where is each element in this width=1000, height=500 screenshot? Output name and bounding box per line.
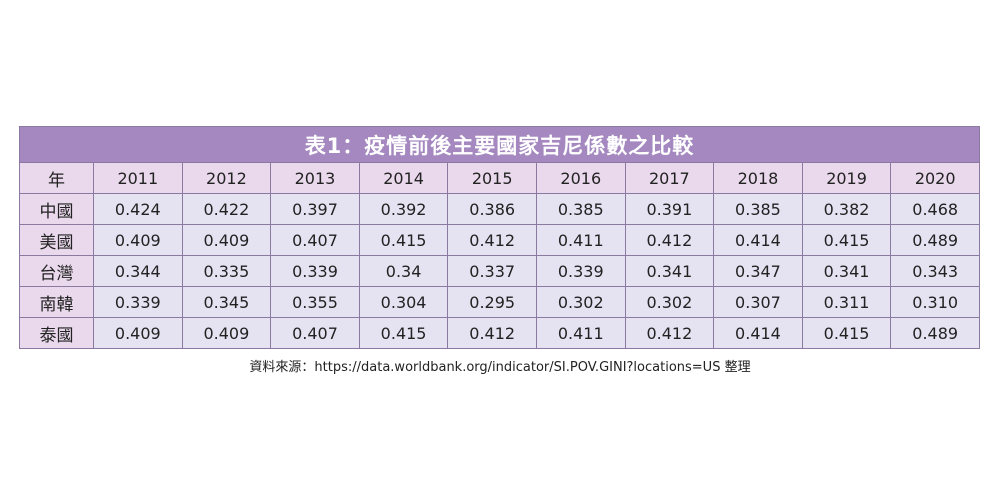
gini-value-cell: 0.489 — [890, 317, 980, 349]
gini-value-cell: 0.307 — [713, 286, 803, 318]
column-header-2014: 2014 — [358, 162, 449, 194]
table-row: 美國 0.409 0.409 0.407 0.415 0.412 0.411 0.412 0.4… — [19, 224, 980, 256]
gini-value-cell: 0.295 — [447, 286, 537, 318]
gini-value-cell: 0.302 — [535, 286, 626, 318]
table-row: 中國 0.424 0.422 0.397 0.392 0.386 0.385 0.391 0.3… — [19, 193, 980, 225]
gini-value-cell: 0.412 — [624, 224, 715, 256]
column-header-2018: 2018 — [713, 162, 803, 194]
table-row: 泰國 0.409 0.409 0.407 0.415 0.412 0.411 0.412 0.4… — [19, 317, 980, 349]
gini-value-cell: 0.341 — [624, 255, 715, 287]
gini-value-cell: 0.468 — [890, 193, 980, 225]
gini-table: 表1：疫情前後主要國家吉尼係數之比較 年 2011 2012 2013 2014 201… — [19, 126, 980, 349]
table-body: 中國 0.424 0.422 0.397 0.392 0.386 0.385 0.391 0.3… — [19, 193, 980, 349]
gini-value-cell: 0.385 — [535, 193, 626, 225]
column-header-2012: 2012 — [181, 162, 272, 194]
column-header-2019: 2019 — [801, 162, 892, 194]
gini-value-cell: 0.411 — [535, 224, 626, 256]
column-header-2016: 2016 — [535, 162, 626, 194]
row-label: 泰國 — [19, 317, 94, 349]
gini-value-cell: 0.343 — [890, 255, 980, 287]
gini-value-cell: 0.34 — [358, 255, 449, 287]
gini-value-cell: 0.415 — [801, 224, 892, 256]
gini-value-cell: 0.407 — [270, 224, 360, 256]
gini-value-cell: 0.407 — [270, 317, 360, 349]
gini-value-cell: 0.397 — [270, 193, 360, 225]
corner-label: 年 — [19, 162, 94, 194]
row-label: 南韓 — [19, 286, 94, 318]
gini-value-cell: 0.335 — [181, 255, 272, 287]
column-header-2011: 2011 — [93, 162, 183, 194]
gini-value-cell: 0.415 — [801, 317, 892, 349]
row-label: 台灣 — [19, 255, 94, 287]
gini-value-cell: 0.344 — [93, 255, 183, 287]
gini-value-cell: 0.311 — [801, 286, 892, 318]
gini-value-cell: 0.409 — [93, 317, 183, 349]
table-title: 表1：疫情前後主要國家吉尼係數之比較 — [19, 126, 980, 163]
gini-value-cell: 0.302 — [624, 286, 715, 318]
gini-value-cell: 0.424 — [93, 193, 183, 225]
gini-table-container: 表1：疫情前後主要國家吉尼係數之比較 年 2011 2012 2013 2014 201… — [19, 126, 980, 349]
row-label: 中國 — [19, 193, 94, 225]
gini-value-cell: 0.412 — [447, 317, 537, 349]
gini-value-cell: 0.415 — [358, 317, 449, 349]
gini-value-cell: 0.347 — [713, 255, 803, 287]
gini-value-cell: 0.355 — [270, 286, 360, 318]
gini-value-cell: 0.337 — [447, 255, 537, 287]
gini-value-cell: 0.412 — [624, 317, 715, 349]
gini-value-cell: 0.415 — [358, 224, 449, 256]
header-row: 年 2011 2012 2013 2014 2015 2016 2017 2018 2019 20… — [19, 162, 980, 194]
gini-value-cell: 0.409 — [181, 317, 272, 349]
gini-value-cell: 0.414 — [713, 224, 803, 256]
source-note: 資料來源：https://data.worldbank.org/indicato… — [249, 360, 751, 375]
gini-value-cell: 0.392 — [358, 193, 449, 225]
gini-value-cell: 0.412 — [447, 224, 537, 256]
gini-value-cell: 0.422 — [181, 193, 272, 225]
gini-value-cell: 0.409 — [93, 224, 183, 256]
table-row: 台灣 0.344 0.335 0.339 0.34 0.337 0.339 0.341 0.34… — [19, 255, 980, 287]
gini-value-cell: 0.386 — [447, 193, 537, 225]
column-header-2015: 2015 — [447, 162, 537, 194]
column-header-2017: 2017 — [624, 162, 715, 194]
gini-value-cell: 0.345 — [181, 286, 272, 318]
gini-value-cell: 0.391 — [624, 193, 715, 225]
column-header-2013: 2013 — [270, 162, 360, 194]
table-row: 南韓 0.339 0.345 0.355 0.304 0.295 0.302 0.302 0.3… — [19, 286, 980, 318]
gini-value-cell: 0.409 — [181, 224, 272, 256]
gini-value-cell: 0.489 — [890, 224, 980, 256]
gini-value-cell: 0.304 — [358, 286, 449, 318]
gini-value-cell: 0.339 — [535, 255, 626, 287]
gini-value-cell: 0.339 — [93, 286, 183, 318]
gini-value-cell: 0.385 — [713, 193, 803, 225]
gini-value-cell: 0.341 — [801, 255, 892, 287]
gini-value-cell: 0.414 — [713, 317, 803, 349]
gini-value-cell: 0.339 — [270, 255, 360, 287]
row-label: 美國 — [19, 224, 94, 256]
column-header-2020: 2020 — [890, 162, 980, 194]
gini-value-cell: 0.411 — [535, 317, 626, 349]
gini-value-cell: 0.382 — [801, 193, 892, 225]
gini-value-cell: 0.310 — [890, 286, 980, 318]
